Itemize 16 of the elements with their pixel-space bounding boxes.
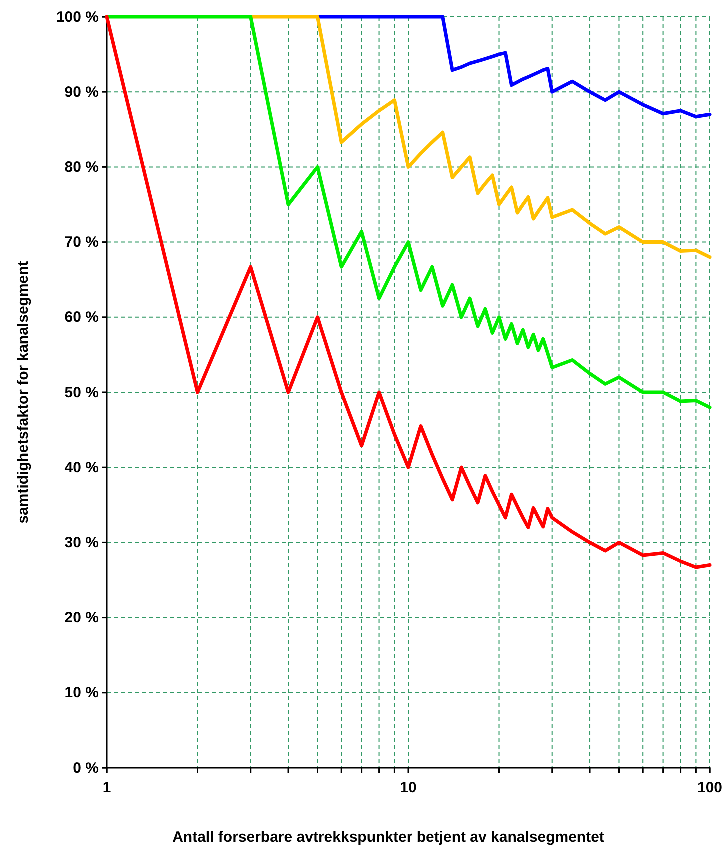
y-tick-label: 10 % — [64, 684, 99, 702]
y-tick-label: 50 % — [64, 384, 99, 402]
y-tick-label: 90 % — [64, 84, 99, 101]
y-tick-label: 20 % — [64, 610, 99, 627]
y-tick-label: 100 % — [56, 8, 99, 26]
y-tick-label: 40 % — [64, 459, 99, 476]
y-tick-label: 80 % — [64, 159, 99, 176]
y-axis-title: samtidighetsfaktor for kanalsegment — [15, 261, 32, 524]
x-axis-title: Antall forserbare avtrekkspunkter betjent av kanalsegmentet — [172, 829, 604, 846]
x-tick-label: 1 — [102, 780, 112, 796]
x-tick-label: 10 — [400, 780, 417, 796]
y-tick-label: 30 % — [64, 534, 99, 552]
y-tick-label: 0 % — [73, 760, 99, 777]
y-tick-label: 60 % — [64, 309, 99, 326]
x-tick-label: 100 — [697, 780, 723, 796]
y-tick-label: 70 % — [64, 234, 99, 252]
